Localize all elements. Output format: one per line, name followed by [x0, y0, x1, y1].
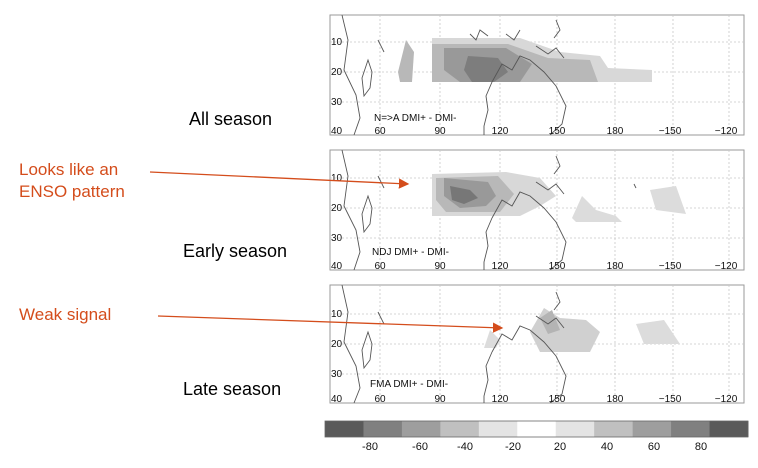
colorbar-cell	[478, 421, 518, 437]
lon-label-120: 120	[492, 394, 509, 405]
coastlines	[341, 150, 637, 270]
colorbar-cell	[632, 421, 672, 437]
latitude-labels: 10 20 30	[331, 37, 343, 108]
lon-label-minus150: −150	[659, 261, 682, 272]
lon-label-minus120: −120	[715, 126, 738, 137]
colorbar-tick-minus80: -80	[362, 441, 378, 453]
lon-label-180: 180	[607, 126, 624, 137]
colorbar-tick-minus40: -40	[457, 441, 473, 453]
colorbar-ticks: -80 -60 -40 -20 20 40 60 80	[362, 441, 707, 453]
colorbar-cell	[401, 421, 441, 437]
lon-label-150: 150	[549, 126, 566, 137]
annotation-enso-line1: Looks like an	[19, 160, 119, 179]
map-panel-late-season: 10 20 30 FMA DMI+ - DMI- 40 60 90 120 15…	[329, 284, 745, 405]
colorbar-cells	[325, 421, 749, 437]
lon-label-150: 150	[549, 261, 566, 272]
annotation-arrow-enso	[149, 171, 410, 189]
colorbar-cell	[594, 421, 634, 437]
colorbar-tick-minus60: -60	[412, 441, 428, 453]
latitude-labels: 10 20 30	[331, 173, 343, 244]
colorbar-cell	[440, 421, 480, 437]
lon-label-minus120: −120	[715, 261, 738, 272]
lon-label-60: 60	[374, 394, 386, 405]
lat-label-20: 20	[331, 67, 343, 78]
lon-label-60: 60	[374, 126, 386, 137]
anomaly-shading	[398, 38, 652, 82]
colorbar-cell	[363, 421, 403, 437]
lon-label-90: 90	[434, 261, 446, 272]
annotation-arrow-weak-signal	[157, 315, 504, 333]
panel-caption: NDJ DMI+ - DMI-	[372, 247, 449, 258]
lon-label-120: 120	[492, 126, 509, 137]
coastlines	[341, 285, 567, 403]
lat-label-30: 30	[331, 369, 343, 380]
colorbar-tick-40: 40	[601, 441, 613, 453]
lat-label-30: 30	[331, 97, 343, 108]
colorbar: -80 -60 -40 -20 20 40 60 80	[324, 420, 749, 453]
lon-label-180: 180	[607, 261, 624, 272]
lat-label-10: 10	[331, 309, 343, 320]
row-label-late-season: Late season	[183, 379, 282, 399]
colorbar-cell	[517, 421, 557, 437]
lon-label-minus150: −150	[659, 394, 682, 405]
lat-label-10: 10	[331, 173, 343, 184]
colorbar-cell	[325, 421, 364, 437]
annotation-enso-line2: ENSO pattern	[19, 182, 125, 201]
coastlines	[341, 15, 567, 135]
anomaly-shading	[432, 172, 686, 222]
lon-label-60: 60	[374, 261, 386, 272]
lon-label-40: 40	[331, 126, 343, 137]
map-panel-all-season: 10 20 30 N=>A DMI+ - DMI- 40 60 90 120 1…	[329, 14, 745, 137]
lat-label-20: 20	[331, 203, 343, 214]
row-label-early-season: Early season	[183, 241, 288, 261]
lon-label-40: 40	[331, 394, 343, 405]
lon-label-90: 90	[434, 126, 446, 137]
lon-label-120: 120	[492, 261, 509, 272]
colorbar-cell	[671, 421, 711, 437]
annotation-enso: Looks like an ENSO pattern	[19, 159, 125, 203]
grid-lines	[330, 15, 744, 135]
annotation-weak-signal: Weak signal	[19, 305, 112, 324]
lon-label-90: 90	[434, 394, 446, 405]
lat-label-30: 30	[331, 233, 343, 244]
colorbar-tick-minus20: -20	[505, 441, 521, 453]
longitude-labels: 40 60 90 120 150 180 −150 −120	[331, 126, 738, 137]
colorbar-cell	[555, 421, 595, 437]
colorbar-tick-60: 60	[648, 441, 660, 453]
lon-label-minus120: −120	[715, 394, 738, 405]
colorbar-tick-20: 20	[554, 441, 566, 453]
lon-label-150: 150	[549, 394, 566, 405]
map-panel-early-season: 10 20 30 NDJ DMI+ - DMI- 40 60 90 120 15…	[329, 149, 745, 272]
lon-label-180: 180	[607, 394, 624, 405]
longitude-labels: 40 60 90 120 150 180 −150 −120	[331, 394, 738, 405]
colorbar-cell	[709, 421, 749, 437]
panel-caption: N=>A DMI+ - DMI-	[374, 113, 457, 124]
row-label-all-season: All season	[189, 109, 273, 129]
latitude-labels: 10 20 30	[331, 309, 343, 380]
lon-label-40: 40	[331, 261, 343, 272]
panel-caption: FMA DMI+ - DMI-	[370, 379, 448, 390]
colorbar-tick-80: 80	[695, 441, 707, 453]
lat-label-10: 10	[331, 37, 343, 48]
lon-label-minus150: −150	[659, 126, 682, 137]
longitude-labels: 40 60 90 120 150 180 −150 −120	[331, 261, 738, 272]
lat-label-20: 20	[331, 339, 343, 350]
